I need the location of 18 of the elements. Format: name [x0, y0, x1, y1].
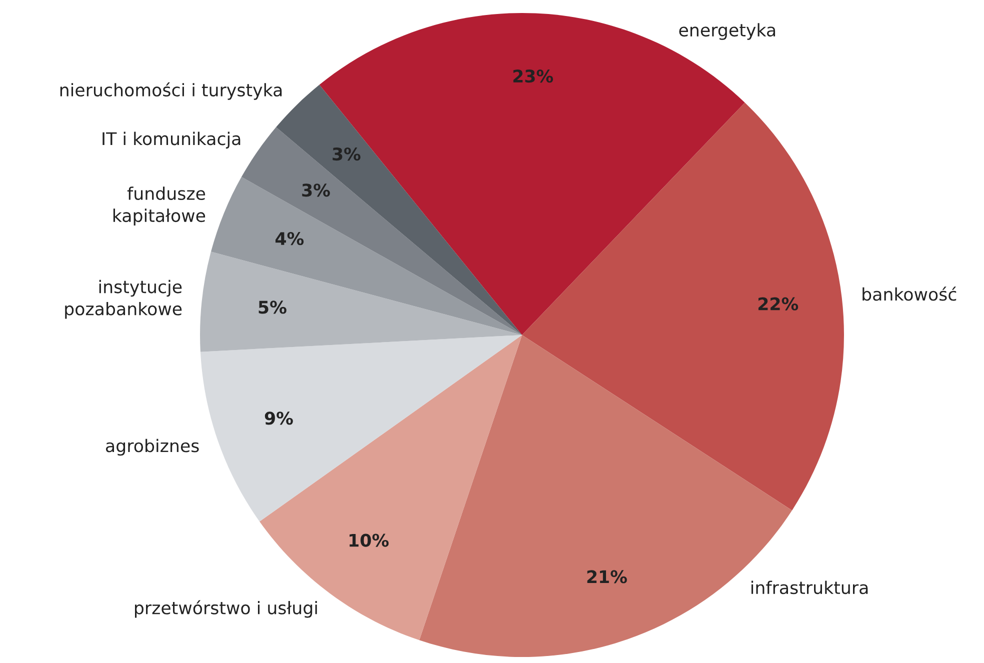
data-label: 22% — [758, 297, 798, 310]
slice-label: IT i komunikacja — [102, 132, 240, 149]
data-label: 10% — [350, 534, 389, 547]
data-label: 4% — [276, 232, 304, 246]
data-label: 3% — [302, 184, 330, 197]
slice-label: przetwórstwo i usługi — [135, 600, 317, 618]
slice-label: energetyka — [679, 23, 776, 40]
slice-label: fundusze kapitałowe — [113, 186, 206, 226]
slice-label: agrobiznes — [106, 438, 199, 456]
slice-label: nieruchomości i turystyka — [60, 82, 282, 100]
slice-label: infrastruktura — [751, 580, 868, 594]
data-label: 3% — [332, 147, 360, 161]
data-label: 21% — [587, 570, 627, 584]
slice-label: bankowość — [862, 286, 956, 301]
data-label: 23% — [513, 70, 554, 83]
data-label: 9% — [264, 412, 293, 425]
data-label: 5% — [258, 300, 286, 314]
slice-label: instytucje pozabankowe — [65, 280, 182, 319]
